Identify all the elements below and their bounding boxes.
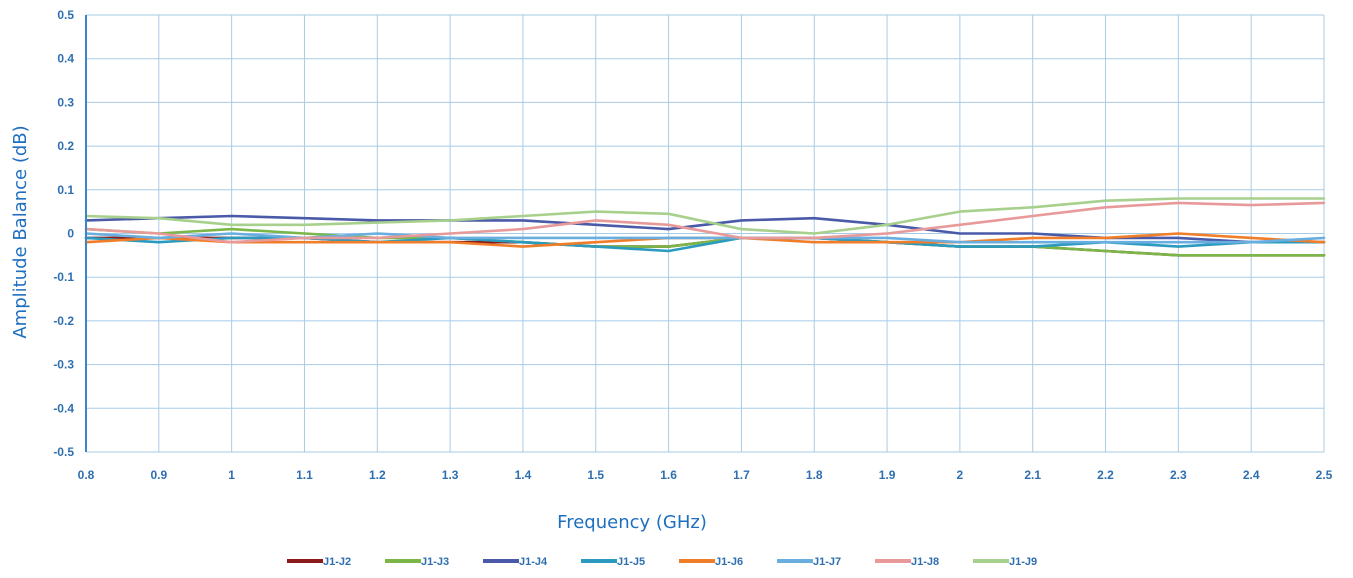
series-line-j1-j7 (84, 232, 1326, 244)
x-tick-label: 1.2 (369, 468, 386, 482)
legend-label-j1-j2: J1-J2 (323, 556, 351, 568)
y-tick-label: -0.4 (53, 401, 74, 415)
legend-label-j1-j8: J1-J8 (911, 556, 939, 568)
y-tick-label: -0.1 (53, 270, 74, 284)
y-axis-title: Amplitude Balance (dB) (10, 125, 31, 338)
series-line-j1-j3 (84, 227, 1326, 257)
y-tick-label: 0.1 (57, 183, 74, 197)
y-tick-label: 0 (67, 227, 74, 241)
x-tick-label: 2 (957, 468, 964, 482)
x-tick-label: 2.1 (1024, 468, 1041, 482)
legend: J1-J2 J1-J3 J1-J4 J1-J5 J1-J6 J1-J7 J1-J8 J1-J9 (287, 556, 1037, 568)
x-tick-label: 1.9 (879, 468, 896, 482)
x-tick-label: 0.8 (78, 468, 95, 482)
y-tick-label: -0.2 (53, 314, 74, 328)
legend-label-j1-j3: J1-J3 (421, 556, 449, 568)
x-tick-label: 2.5 (1316, 468, 1333, 482)
legend-label-j1-j4: J1-J4 (519, 556, 548, 568)
x-tick-label: 1 (228, 468, 235, 482)
y-tick-label: -0.5 (53, 445, 74, 459)
legend-label-j1-j9: J1-J9 (1009, 556, 1037, 568)
x-axis-title: Frequency (GHz) (557, 512, 707, 533)
legend-label-j1-j6: J1-J6 (715, 556, 743, 568)
series-layer (84, 197, 1326, 257)
y-tick-label: -0.3 (53, 358, 74, 372)
x-tick-label: 2.4 (1243, 468, 1260, 482)
legend-label-j1-j5: J1-J5 (617, 556, 645, 568)
legend-label-j1-j7: J1-J7 (813, 556, 841, 568)
x-tick-label: 1.4 (515, 468, 532, 482)
y-tick-label: 0.5 (57, 8, 74, 22)
x-tick-label: 2.3 (1170, 468, 1187, 482)
x-tick-label: 0.9 (150, 468, 167, 482)
y-tick-label: 0.3 (57, 95, 74, 109)
x-tick-label: 2.2 (1097, 468, 1114, 482)
series-line-j1-j9 (84, 197, 1326, 235)
series-line-j1-j8 (84, 201, 1326, 244)
x-tick-label: 1.8 (806, 468, 823, 482)
x-tick-label: 1.5 (587, 468, 604, 482)
x-tick-label: 1.1 (296, 468, 313, 482)
grid-layer (85, 14, 1325, 453)
y-tick-label: 0.4 (57, 52, 74, 66)
x-tick-label: 1.6 (660, 468, 677, 482)
axis-layer: 0.8 0.9 1 1.1 1.2 1.3 1.4 1.5 1.6 1.7 1.8 1.9 2 2.1 2.… (53, 8, 1332, 482)
x-tick-label: 1.7 (733, 468, 750, 482)
x-tick-label: 1.3 (442, 468, 459, 482)
y-tick-label: 0.2 (57, 139, 74, 153)
